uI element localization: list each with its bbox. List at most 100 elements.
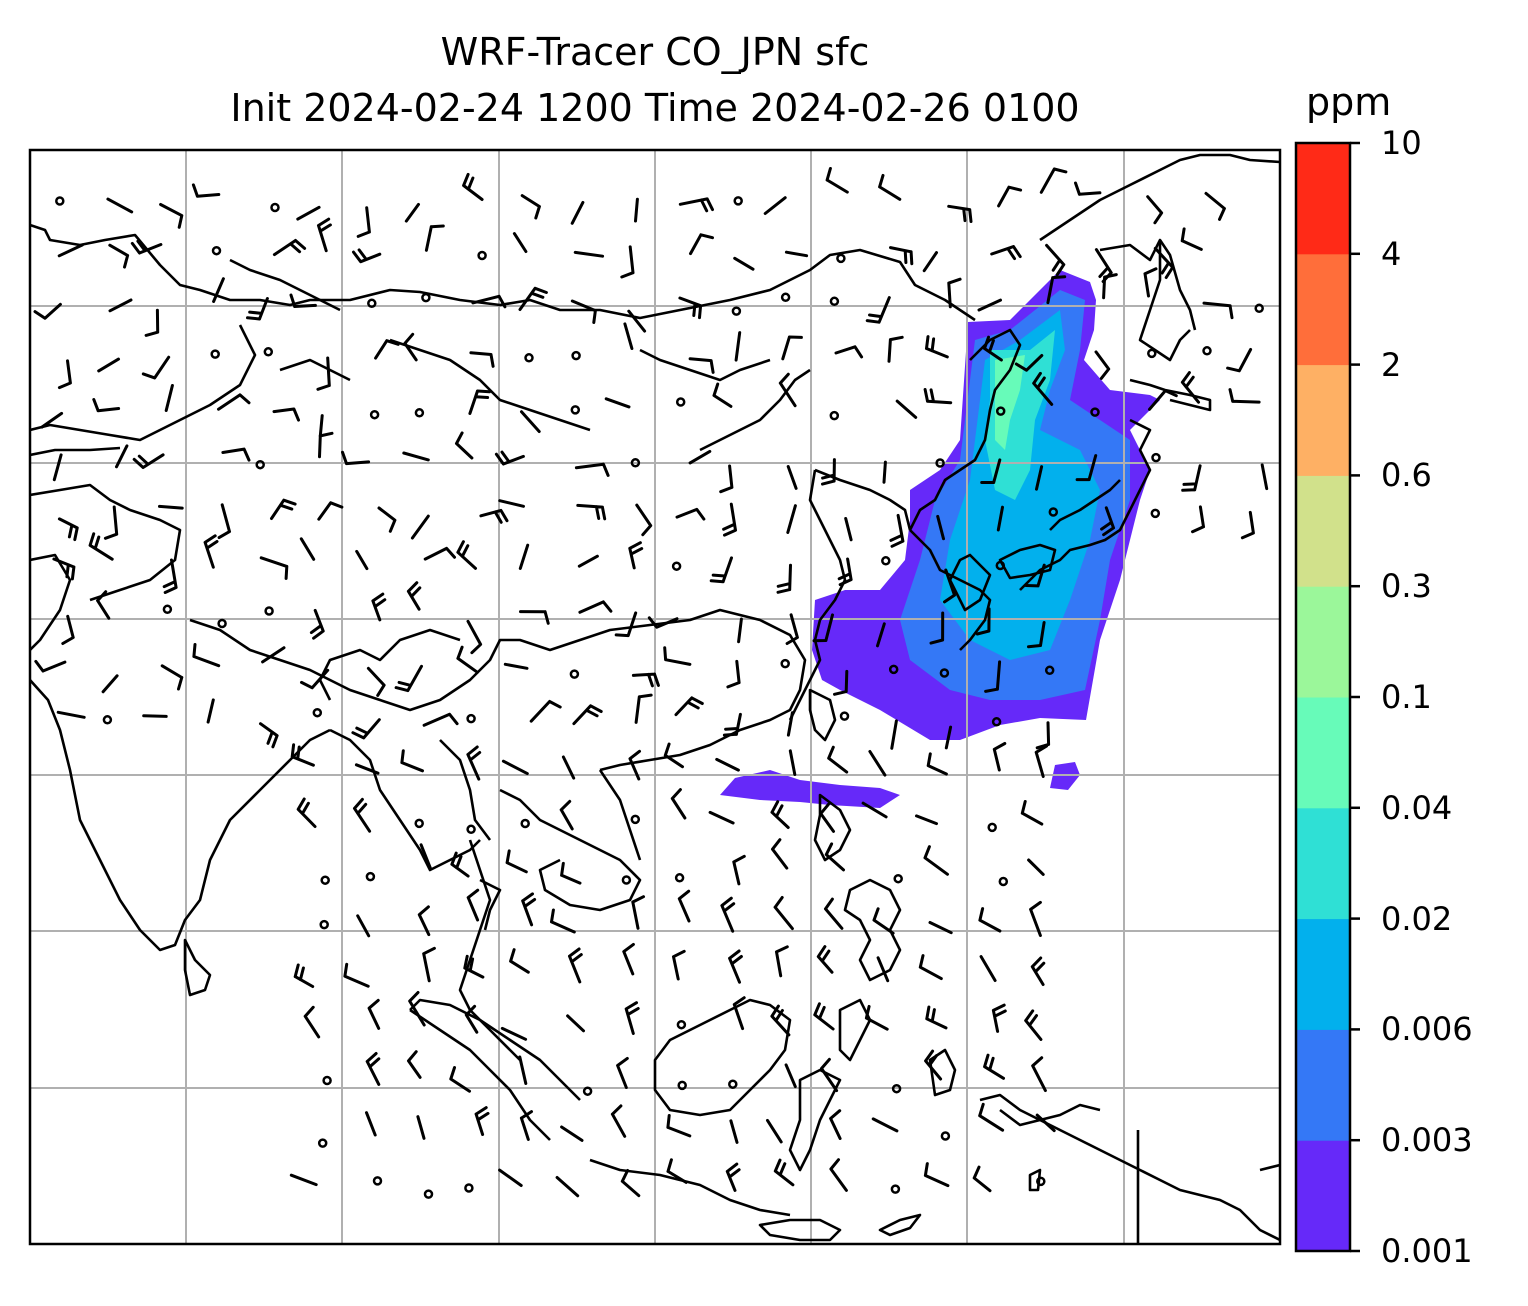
wind-barb [614, 611, 638, 638]
wind-barb [221, 447, 251, 462]
colorbar-segment [1296, 475, 1350, 587]
calm-wind-marker [1151, 452, 1161, 463]
wind-barb [785, 613, 799, 645]
wind-barb [688, 357, 715, 374]
calm-wind-marker [421, 292, 431, 303]
wind-barb [1181, 464, 1202, 492]
wind-barb [272, 407, 300, 422]
wind-barb [289, 293, 317, 308]
wind-barb [889, 246, 914, 266]
wind-barb [620, 245, 635, 279]
calm-wind-marker [888, 664, 899, 675]
calm-wind-marker [322, 1075, 332, 1086]
calm-wind-marker [270, 202, 280, 213]
wind-barb [217, 393, 251, 411]
wind-barb [677, 889, 691, 923]
wind-barb [871, 1117, 899, 1133]
wind-barb [837, 557, 853, 587]
wind-barb [623, 322, 634, 350]
wind-barb [574, 462, 610, 477]
wind-barb [634, 197, 639, 223]
calm-wind-marker [582, 1086, 593, 1096]
calm-wind-marker [255, 459, 265, 470]
calm-wind-marker [893, 873, 903, 884]
wind-barb [678, 197, 714, 213]
wind-barb [766, 1118, 783, 1144]
wind-barb [474, 1106, 490, 1136]
wind-barb [406, 581, 422, 611]
wind-barb [33, 302, 62, 320]
wind-barb [816, 945, 834, 974]
wind-barb [944, 725, 953, 750]
colorbar-segment [1296, 143, 1350, 255]
wind-barb [309, 608, 325, 640]
wind-barb [568, 947, 583, 984]
wind-barb [734, 331, 742, 362]
wind-barb [423, 546, 456, 561]
wind-barb [494, 450, 525, 466]
wind-barb [1100, 506, 1115, 537]
wind-barb [561, 755, 576, 780]
wind-barb [130, 239, 163, 255]
wind-barb [40, 411, 64, 429]
wind-barb [318, 431, 334, 459]
calm-wind-marker [881, 556, 891, 566]
wind-barb [162, 558, 178, 594]
calm-wind-marker [365, 871, 376, 882]
wind-barb [106, 197, 134, 214]
wind-barb [290, 743, 315, 767]
wind-barb [928, 921, 953, 935]
calm-wind-marker [464, 1183, 474, 1193]
calm-wind-marker [320, 875, 330, 885]
wind-barb [990, 245, 1022, 261]
wind-barb [1148, 389, 1178, 411]
wind-barb [1035, 721, 1051, 750]
calm-wind-marker [466, 824, 476, 835]
colorbar-segment [1296, 1029, 1350, 1141]
wind-barb [296, 205, 321, 221]
wind-barb [978, 1102, 1005, 1132]
wind-barb [351, 718, 381, 740]
wind-barb [550, 908, 576, 934]
calm-wind-marker [569, 669, 580, 679]
wind-barb [416, 1115, 426, 1140]
wind-barb [1031, 1056, 1047, 1093]
wind-barb [1014, 354, 1044, 372]
calm-wind-marker [987, 822, 997, 833]
wind-barb [781, 335, 803, 361]
wind-barb [259, 722, 279, 749]
map-frame [28, 148, 1282, 1246]
wind-barb [356, 914, 371, 938]
calm-wind-marker [839, 711, 850, 721]
wind-barb [259, 556, 289, 580]
wind-barb [159, 203, 184, 229]
wind-barb [827, 745, 849, 774]
wind-barb [402, 451, 430, 462]
calm-wind-marker [991, 717, 1002, 727]
wind-barb [773, 896, 794, 931]
colorbar-tick-label: 0.001 [1381, 1232, 1473, 1270]
wind-barb [889, 513, 905, 548]
wind-barb [864, 1004, 889, 1031]
calm-wind-marker [1036, 1176, 1046, 1187]
calm-wind-marker [524, 353, 534, 363]
wind-barb [509, 948, 530, 974]
calm-wind-marker [891, 1083, 902, 1094]
colorbar-tick-label: 0.04 [1381, 788, 1453, 827]
wind-barb [101, 674, 119, 694]
wind-barb [88, 532, 114, 561]
wind-barb [132, 453, 165, 469]
wind-barb [833, 669, 849, 696]
wind-barb [1032, 371, 1054, 406]
wind-barb [872, 907, 895, 935]
wind-barb [887, 335, 904, 363]
wind-barb [520, 410, 541, 433]
wind-barb [876, 956, 890, 983]
calm-wind-marker [998, 876, 1009, 887]
wind-barb [261, 646, 286, 664]
wind-barb [786, 465, 798, 490]
colorbar-tick-label: 0.02 [1381, 899, 1453, 938]
wind-barb [367, 998, 381, 1030]
wind-barb [829, 1158, 848, 1192]
colorbar-tick-label: 4 [1381, 234, 1402, 273]
